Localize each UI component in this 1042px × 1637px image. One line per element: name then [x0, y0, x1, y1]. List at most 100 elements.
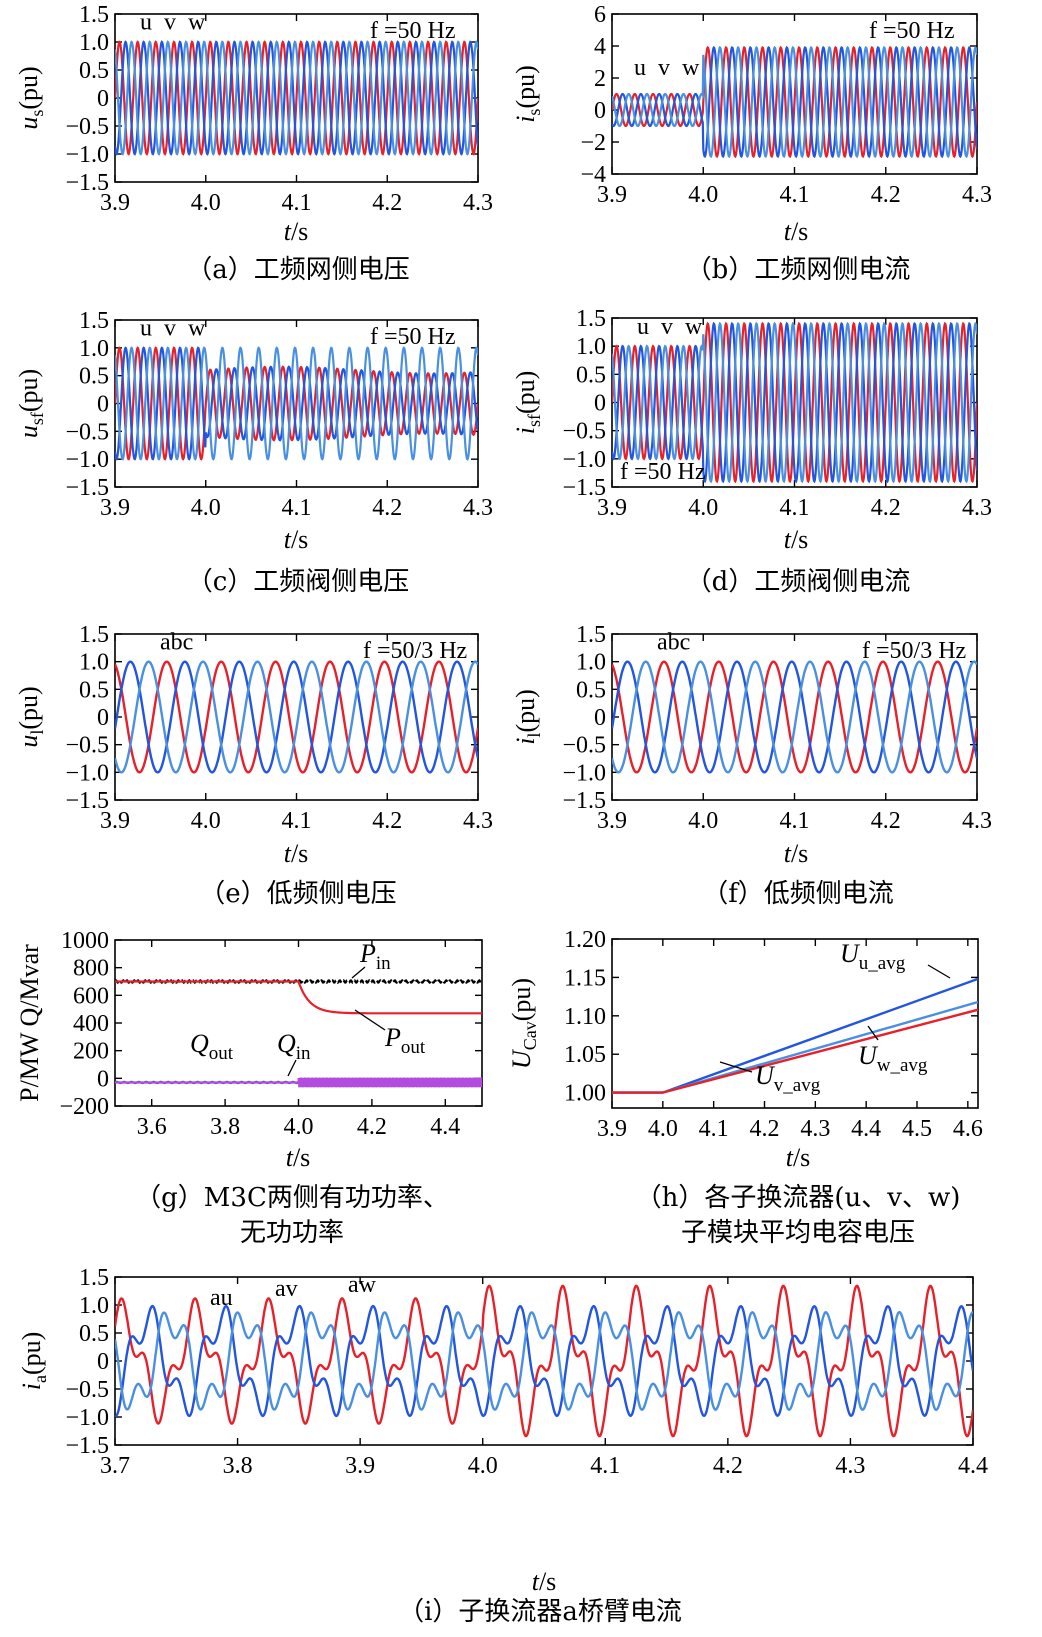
series-line-v — [612, 45, 977, 159]
chart-caption-line2: 子模块平均电容电压 — [681, 1218, 915, 1248]
y-tick-label: 1.00 — [564, 1081, 606, 1107]
series-label-u: u — [634, 55, 646, 81]
y-axis-label: ul(pu) — [14, 686, 47, 747]
series-line-w — [612, 45, 977, 159]
series-line-Qin — [115, 1077, 482, 1088]
leader-line — [354, 1009, 386, 1031]
series-label-v: v — [164, 10, 176, 36]
x-tick-label: 3.8 — [223, 1453, 253, 1479]
series-label-au: au — [210, 1285, 233, 1311]
phase-label: abc — [657, 629, 690, 655]
y-tick-label: 1000 — [61, 928, 109, 954]
x-tick-label: 4.0 — [468, 1453, 498, 1479]
series-line-w — [115, 40, 478, 156]
y-tick-label: 1.0 — [576, 650, 606, 676]
chart-b: 3.9 4.0 4.1 4.2 4.3 6 4 2 0 −2 −4 u v w f =50 Hz is(pu)… — [511, 2, 992, 285]
chart-h: 3.9 4.0 4.1 4.2 4.3 4.4 4.5 4.6 1.20 1.15 1.10 1.05… — [507, 927, 983, 1248]
y-tick-label: 600 — [73, 983, 109, 1009]
y-tick-label: −1.5 — [65, 1433, 109, 1459]
y-tick-label: 0 — [594, 391, 606, 417]
x-tick-label: 4.4 — [851, 1116, 881, 1142]
x-tick-label: 4.0 — [191, 495, 221, 521]
series-label-u: u — [637, 314, 649, 340]
y-tick-label: −1.5 — [562, 475, 606, 501]
y-tick-label: 1.0 — [576, 334, 606, 360]
chart-i: 3.7 3.8 3.9 4.0 4.1 4.2 4.3 4.41.51.00.50−0.5−1… — [17, 1265, 988, 1627]
series-line-u — [612, 45, 977, 159]
x-tick-label: 4.2 — [357, 1114, 387, 1140]
leader-line — [287, 1059, 297, 1077]
x-tick-label: 3.9 — [597, 495, 627, 521]
series-label-w: w — [685, 314, 703, 340]
chart-caption: （d）工频阀侧电流 — [686, 567, 911, 597]
y-tick-label: 1.0 — [79, 1293, 109, 1319]
y-tick-label: −1.5 — [562, 788, 606, 814]
x-tick-label: 3.8 — [210, 1114, 240, 1140]
x-tick-label: 3.9 — [597, 1116, 627, 1142]
y-tick-label: −0.5 — [65, 1377, 109, 1403]
y-tick-label: 1.0 — [79, 336, 109, 362]
x-tick-label: 3.9 — [597, 182, 627, 208]
x-tick-label: 4.3 — [962, 495, 992, 521]
y-tick-label: −0.5 — [65, 114, 109, 140]
y-tick-label: 1.15 — [564, 965, 606, 991]
x-axis-label: t/s — [284, 525, 309, 554]
y-tick-label: −1.5 — [65, 475, 109, 501]
chart-caption: （i）子换流器a桥臂电流 — [398, 1597, 682, 1627]
y-tick-label: 400 — [73, 1011, 109, 1037]
y-tick-label: 2 — [594, 66, 606, 92]
y-tick-label: 1.5 — [576, 622, 606, 648]
y-tick-label: 0 — [594, 705, 606, 731]
leader-line — [867, 1025, 879, 1041]
x-tick-label: 4.0 — [688, 495, 718, 521]
series-group — [612, 321, 977, 484]
chart-caption: （c）工频阀侧电压 — [187, 567, 410, 597]
y-tick-label: 200 — [73, 1039, 109, 1065]
series-line-b — [612, 660, 977, 774]
y-axis-label: isf(pu) — [511, 371, 544, 435]
y-tick-label: 1.5 — [576, 306, 606, 332]
x-tick-label: 4.0 — [688, 808, 718, 834]
y-tick-label: −1.5 — [65, 170, 109, 196]
y-tick-label: −1.0 — [562, 447, 606, 473]
y-tick-label: −0.5 — [65, 419, 109, 445]
y-tick-label: 0.5 — [79, 58, 109, 84]
series-group — [115, 1284, 973, 1438]
series-label-U_w_avg: Uw_avg — [858, 1041, 928, 1076]
y-tick-label: 0.5 — [79, 364, 109, 390]
y-tick-label: 1.5 — [79, 1265, 109, 1291]
y-tick-label: 0 — [97, 1066, 109, 1092]
chart-caption: （b）工频网侧电流 — [686, 255, 911, 285]
chart-d: 3.9 4.0 4.1 4.2 4.3 1.51.00.5 0−0.5−1.0−1.5 u v w… — [511, 306, 992, 597]
x-axis-label: t/s — [784, 217, 809, 246]
series-label-aw: aw — [348, 1272, 377, 1298]
y-tick-label: 1.5 — [79, 308, 109, 334]
x-tick-label: 4.0 — [191, 190, 221, 216]
x-tick-label: 3.7 — [100, 1453, 130, 1479]
chart-e: 3.9 4.0 4.1 4.2 4.3 1.51.00.50−0.5−1.0−1.5 abc… — [14, 622, 493, 909]
series-group — [612, 660, 977, 774]
series-group — [115, 346, 478, 461]
series-line-v — [115, 40, 478, 156]
y-tick-label: 0 — [97, 705, 109, 731]
y-tick-label: 6 — [594, 2, 606, 28]
x-tick-label: 4.2 — [372, 190, 402, 216]
y-axis-label: ia(pu) — [17, 1332, 50, 1391]
series-label-av: av — [275, 1276, 298, 1302]
y-tick-label: 1.20 — [564, 927, 606, 953]
y-axis-label: us(pu) — [14, 66, 47, 129]
y-tick-label: −1.0 — [65, 142, 109, 168]
series-line-au — [115, 1284, 973, 1438]
series-line-w — [612, 321, 977, 484]
x-axis-label: t/s — [784, 525, 809, 554]
y-tick-label: −1.0 — [65, 447, 109, 473]
series-group — [612, 45, 977, 159]
x-tick-label: 3.6 — [137, 1114, 167, 1140]
plot-frame — [611, 938, 979, 1109]
y-tick-label: −0.5 — [65, 733, 109, 759]
frequency-label: f =50 Hz — [620, 459, 706, 485]
chart-a: 3.9 4.0 4.1 4.2 4.3 1.51.00.50−0.5−1.0−1.5 u v w… — [14, 2, 493, 285]
chart-caption: （a）工频网侧电压 — [186, 255, 410, 285]
y-tick-label: −1.0 — [65, 760, 109, 786]
series-line-u — [612, 321, 977, 484]
